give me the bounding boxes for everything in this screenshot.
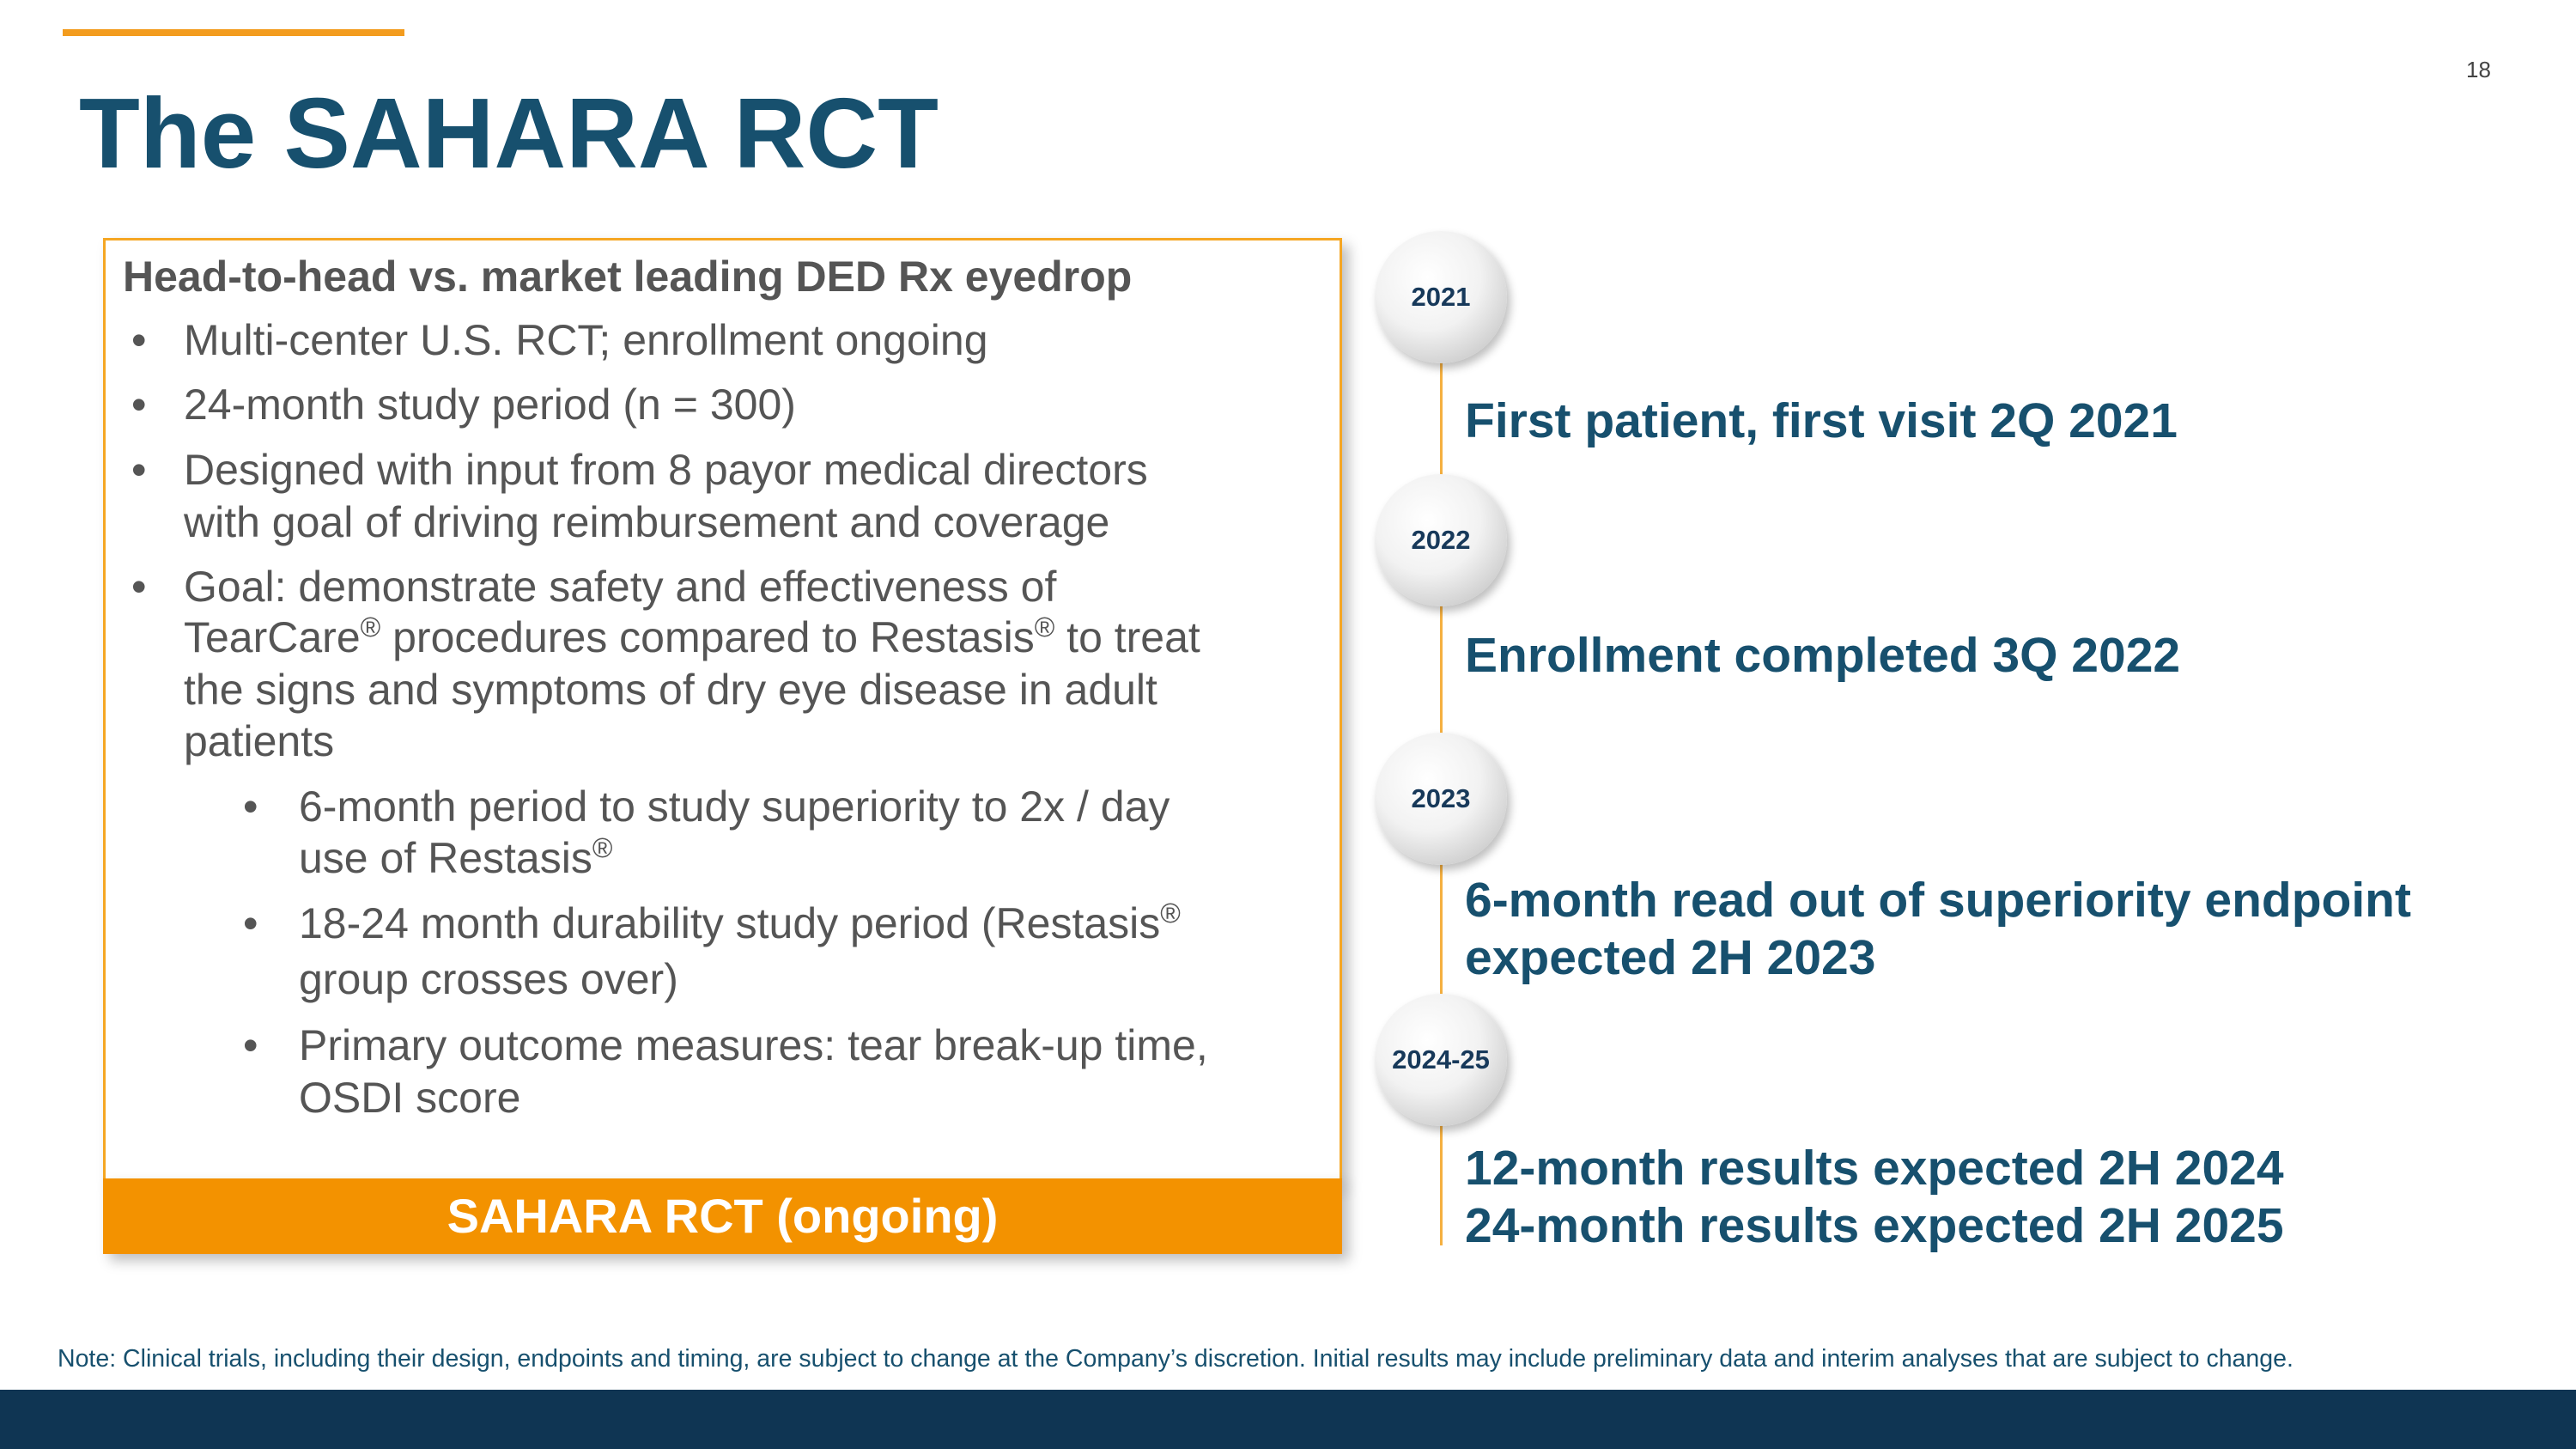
bullet-text: OSDI score — [299, 1074, 521, 1122]
box-heading: Head-to-head vs. market leading DED Rx e… — [123, 253, 1133, 301]
year-marker: 2024-25 — [1375, 994, 1507, 1126]
milestone-text: 12-month results expected 2H 2024 — [1465, 1141, 2284, 1196]
bullet-text: patients — [184, 717, 335, 765]
year-marker: 2023 — [1375, 733, 1507, 865]
page-number: 18 — [2466, 57, 2491, 82]
bullet-text: Multi-center U.S. RCT; enrollment ongoin… — [184, 316, 988, 364]
year-marker: 2021 — [1375, 231, 1507, 363]
footer-bar — [0, 1390, 2576, 1449]
milestone-text: First patient, first visit 2Q 2021 — [1465, 393, 2178, 448]
bullet-dot: • — [131, 563, 147, 611]
bullet-text: Primary outcome measures: tear break-up … — [299, 1021, 1208, 1069]
accent-line — [63, 29, 404, 36]
bullet-dot: • — [131, 316, 147, 364]
year-marker: 2022 — [1375, 474, 1507, 606]
bullet-text: 18-24 month durability study period (Res… — [299, 898, 1181, 947]
bullet-text: the signs and symptoms of dry eye diseas… — [184, 666, 1157, 714]
bullet-text: 24-month study period (n = 300) — [184, 381, 796, 429]
bullet-text: Goal: demonstrate safety and effectivene… — [184, 563, 1057, 611]
bullet-text: Designed with input from 8 payor medical… — [184, 446, 1148, 494]
bullet-text: 6-month period to study superiority to 2… — [299, 782, 1170, 831]
bullet-text: use of Restasis® — [299, 832, 613, 882]
bullet-dot: • — [243, 1021, 258, 1069]
bullet-text: group crosses over) — [299, 955, 678, 1003]
bullet-text: with goal of driving reimbursement and c… — [184, 498, 1110, 546]
bullet-dot: • — [131, 381, 147, 429]
footnote: Note: Clinical trials, including their d… — [58, 1345, 2293, 1373]
box-banner: SAHARA RCT (ongoing) — [103, 1178, 1342, 1254]
milestone-text: expected 2H 2023 — [1465, 930, 1876, 985]
bullet-text: TearCare® procedures compared to Restasi… — [184, 612, 1200, 661]
milestone-text: 6-month read out of superiority endpoint — [1465, 873, 2411, 928]
bullet-dot: • — [131, 446, 147, 494]
milestone-text: 24-month results expected 2H 2025 — [1465, 1198, 2284, 1253]
slide-title: The SAHARA RCT — [79, 77, 939, 189]
milestone-text: Enrollment completed 3Q 2022 — [1465, 628, 2181, 683]
bullet-dot: • — [243, 782, 258, 831]
content-box — [103, 238, 1342, 1182]
bullet-dot: • — [243, 899, 258, 947]
